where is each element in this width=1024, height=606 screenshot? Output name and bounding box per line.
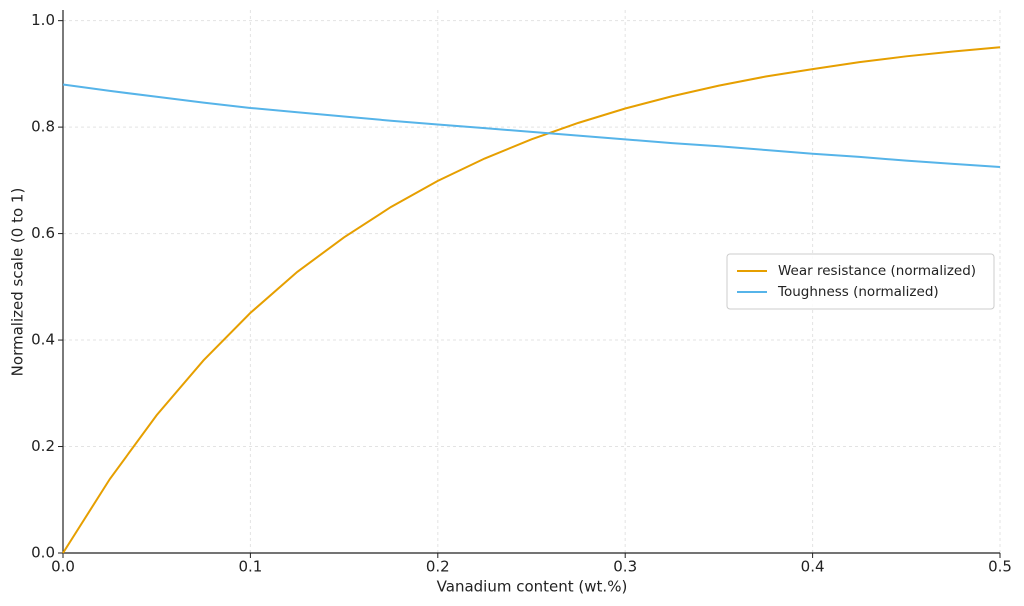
legend: Wear resistance (normalized) Toughness (n… [726, 253, 995, 310]
x-tick-label: 0.3 [613, 558, 637, 576]
legend-label: Toughness (normalized) [777, 284, 939, 300]
y-axis-label: Normalized scale (0 to 1) [9, 188, 27, 377]
y-tick-label: 0.4 [31, 331, 55, 349]
y-tick-label: 0.2 [31, 437, 55, 455]
data-line [62, 83, 1001, 169]
data-line [62, 46, 1001, 554]
y-tick-label: 0.0 [31, 544, 55, 562]
y-tick-label: 0.8 [31, 118, 55, 136]
legend-label: Wear resistance (normalized) [778, 263, 976, 279]
x-tick-label: 0.4 [801, 558, 825, 576]
x-tick-label: 0.0 [51, 558, 75, 576]
x-tick-label: 0.2 [426, 558, 450, 576]
legend-box [726, 253, 995, 310]
x-tick-label: 0.5 [988, 558, 1012, 576]
y-tick-label: 0.6 [31, 224, 55, 242]
y-tick-label: 1.0 [31, 11, 55, 29]
x-axis-label: Vanadium content (wt.%) [437, 578, 628, 596]
x-tick-label: 0.1 [238, 558, 262, 576]
